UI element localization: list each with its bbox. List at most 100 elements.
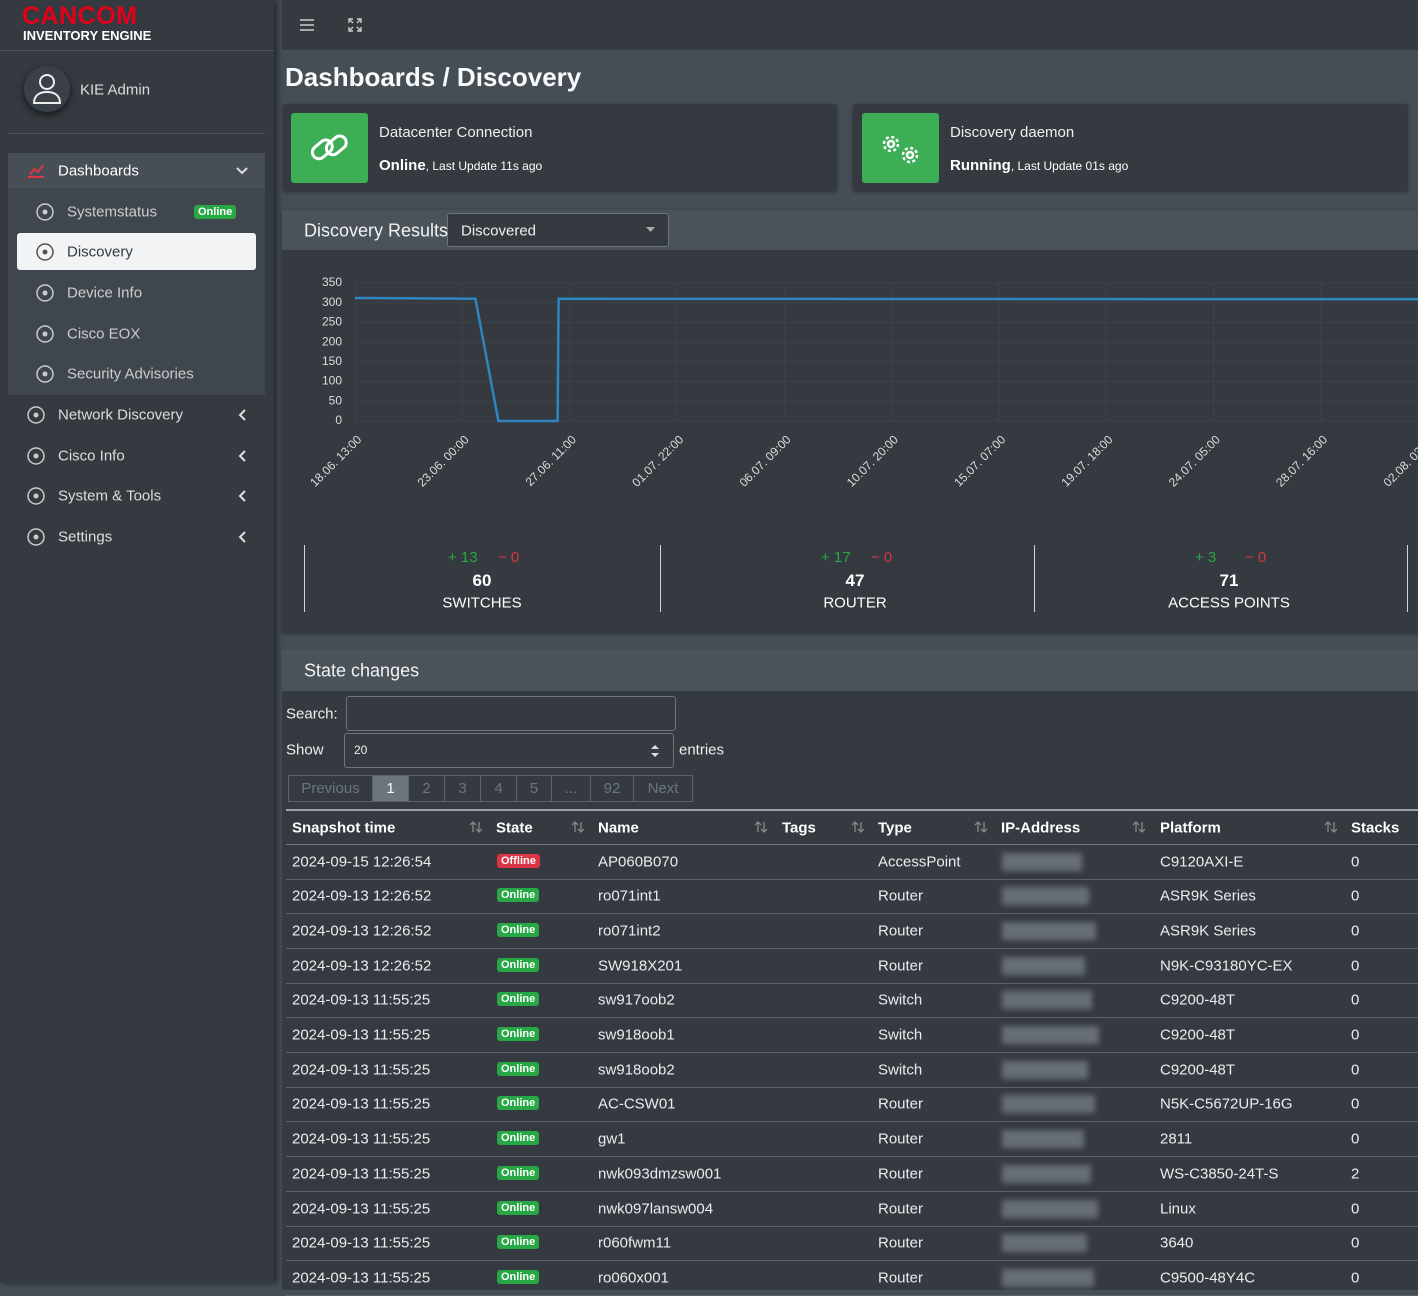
status-card xyxy=(853,104,1408,191)
cell: ro071int1 xyxy=(598,887,661,905)
removed-count: − 0 xyxy=(1245,549,1267,566)
table-top-border xyxy=(286,809,1418,811)
column-header[interactable]: Name xyxy=(598,819,639,837)
nav-subitem[interactable]: Device Info xyxy=(67,284,143,302)
nav-subitem[interactable]: Cisco EOX xyxy=(67,325,141,343)
cell: Router xyxy=(878,922,924,940)
column-header[interactable]: IP-Address xyxy=(1001,819,1081,837)
y-tick-label: 100 xyxy=(322,374,342,388)
row-divider xyxy=(286,878,1418,880)
cell: 3640 xyxy=(1160,1234,1194,1252)
cell: 0 xyxy=(1351,1095,1360,1113)
ip-blurred xyxy=(1002,1164,1091,1183)
cell: Router xyxy=(878,1200,924,1217)
sort-icon xyxy=(469,821,483,833)
nav-active-item xyxy=(17,233,256,270)
ip-blurred xyxy=(1002,852,1082,871)
cell: 2024-09-13 11:55:25 xyxy=(292,1061,431,1079)
ip-blurred xyxy=(1002,1095,1095,1114)
row-divider xyxy=(286,1156,1418,1158)
cell: 2024-09-15 12:26:54 xyxy=(292,853,432,870)
cell: Router xyxy=(878,1130,924,1148)
row-divider xyxy=(286,982,1418,984)
state: Running xyxy=(950,157,1011,174)
cell: 2024-09-13 11:55:25 xyxy=(292,1200,431,1217)
nav-item[interactable]: System & Tools xyxy=(58,487,162,505)
column-header[interactable]: Tags xyxy=(782,819,816,837)
cell: 0 xyxy=(1351,1234,1360,1252)
cell: Linux xyxy=(1160,1200,1196,1217)
user-name[interactable]: KIE Admin xyxy=(80,81,151,99)
cell: 0 xyxy=(1351,1269,1360,1287)
x-tick-label: 23.06. 00:00 xyxy=(415,432,472,489)
cell: 2 xyxy=(1351,1165,1360,1183)
filter-select[interactable] xyxy=(447,213,669,247)
device-type: SWITCHES xyxy=(442,594,522,612)
ip-blurred xyxy=(1002,921,1096,940)
cell: C9500-48Y4C xyxy=(1160,1269,1256,1287)
cell: ro060x001 xyxy=(598,1269,669,1287)
nav-item[interactable]: Dashboards xyxy=(58,162,139,180)
sort-icon xyxy=(1132,821,1146,833)
page-button[interactable]: Previous xyxy=(288,775,373,802)
cell: Switch xyxy=(878,1026,923,1044)
nav-subitem[interactable]: Security Advisories xyxy=(67,365,194,383)
row-divider xyxy=(286,1190,1418,1192)
nav-item[interactable]: Network Discovery xyxy=(58,406,184,424)
divider xyxy=(660,545,661,612)
chevron xyxy=(236,167,248,175)
menu-button[interactable] xyxy=(298,17,316,33)
column-header[interactable]: Stacks xyxy=(1351,819,1400,837)
cell: ASR9K Series xyxy=(1160,887,1256,905)
update-time: , Last Update 11s ago xyxy=(425,159,543,173)
page-button[interactable]: Next xyxy=(633,775,693,802)
cell: nwk097lansw004 xyxy=(598,1200,714,1217)
page-button[interactable]: 4 xyxy=(480,775,517,802)
cell: 2024-09-13 12:26:52 xyxy=(292,887,432,905)
nav-item[interactable]: Cisco Info xyxy=(58,447,125,465)
cell: Router xyxy=(878,887,924,905)
cell: 0 xyxy=(1351,887,1360,905)
sort-icon xyxy=(974,821,988,833)
cell: AC-CSW01 xyxy=(598,1095,676,1113)
added-count: + 13 xyxy=(448,549,478,566)
update-time: , Last Update 01s ago xyxy=(1010,159,1129,173)
column-header[interactable]: Platform xyxy=(1160,819,1221,837)
x-tick-label: 28.07. 16:00 xyxy=(1273,432,1330,489)
nav-icon xyxy=(36,284,54,302)
column-header[interactable]: Snapshot time xyxy=(292,819,396,837)
nav-subitem[interactable]: Discovery xyxy=(67,243,133,261)
search-input[interactable] xyxy=(346,696,676,731)
card-status: Running, Last Update 01s ago xyxy=(950,157,1128,175)
nav-item[interactable]: Settings xyxy=(58,528,113,546)
cell: 0 xyxy=(1351,853,1360,870)
page-size-select[interactable] xyxy=(344,733,674,768)
cell: 0 xyxy=(1351,1061,1360,1079)
x-tick-label: 10.07. 20:00 xyxy=(844,432,901,489)
page-title: Dashboards / Discovery xyxy=(285,62,582,92)
cell: C9200-48T xyxy=(1160,1026,1236,1044)
sort-icon xyxy=(1324,821,1338,833)
page-button[interactable]: ... xyxy=(551,775,591,802)
page-button[interactable]: 92 xyxy=(590,775,634,802)
ip-blurred xyxy=(1002,1268,1094,1287)
added-count: + 3 xyxy=(1195,549,1217,566)
fullscreen-button[interactable] xyxy=(347,17,363,33)
cell: SW918X201 xyxy=(598,957,683,975)
cell: gw1 xyxy=(598,1130,626,1148)
filter-value[interactable]: Discovered xyxy=(461,222,537,240)
ip-blurred xyxy=(1002,1060,1088,1079)
page-button[interactable]: 5 xyxy=(516,775,552,802)
state-badge: Online xyxy=(497,1165,540,1180)
x-tick-label: 18.06. 13:00 xyxy=(307,432,364,489)
column-header[interactable]: Type xyxy=(878,819,912,837)
show-label: Show xyxy=(286,741,324,759)
total-count: 60 xyxy=(472,571,492,590)
column-header[interactable]: State xyxy=(496,819,533,837)
page-button[interactable]: 3 xyxy=(444,775,481,802)
page-button[interactable]: 1 xyxy=(372,775,409,802)
nav-subitem[interactable]: Systemstatus xyxy=(67,203,158,221)
cell: N9K-C93180YC-EX xyxy=(1160,957,1293,975)
page-button[interactable]: 2 xyxy=(408,775,445,802)
